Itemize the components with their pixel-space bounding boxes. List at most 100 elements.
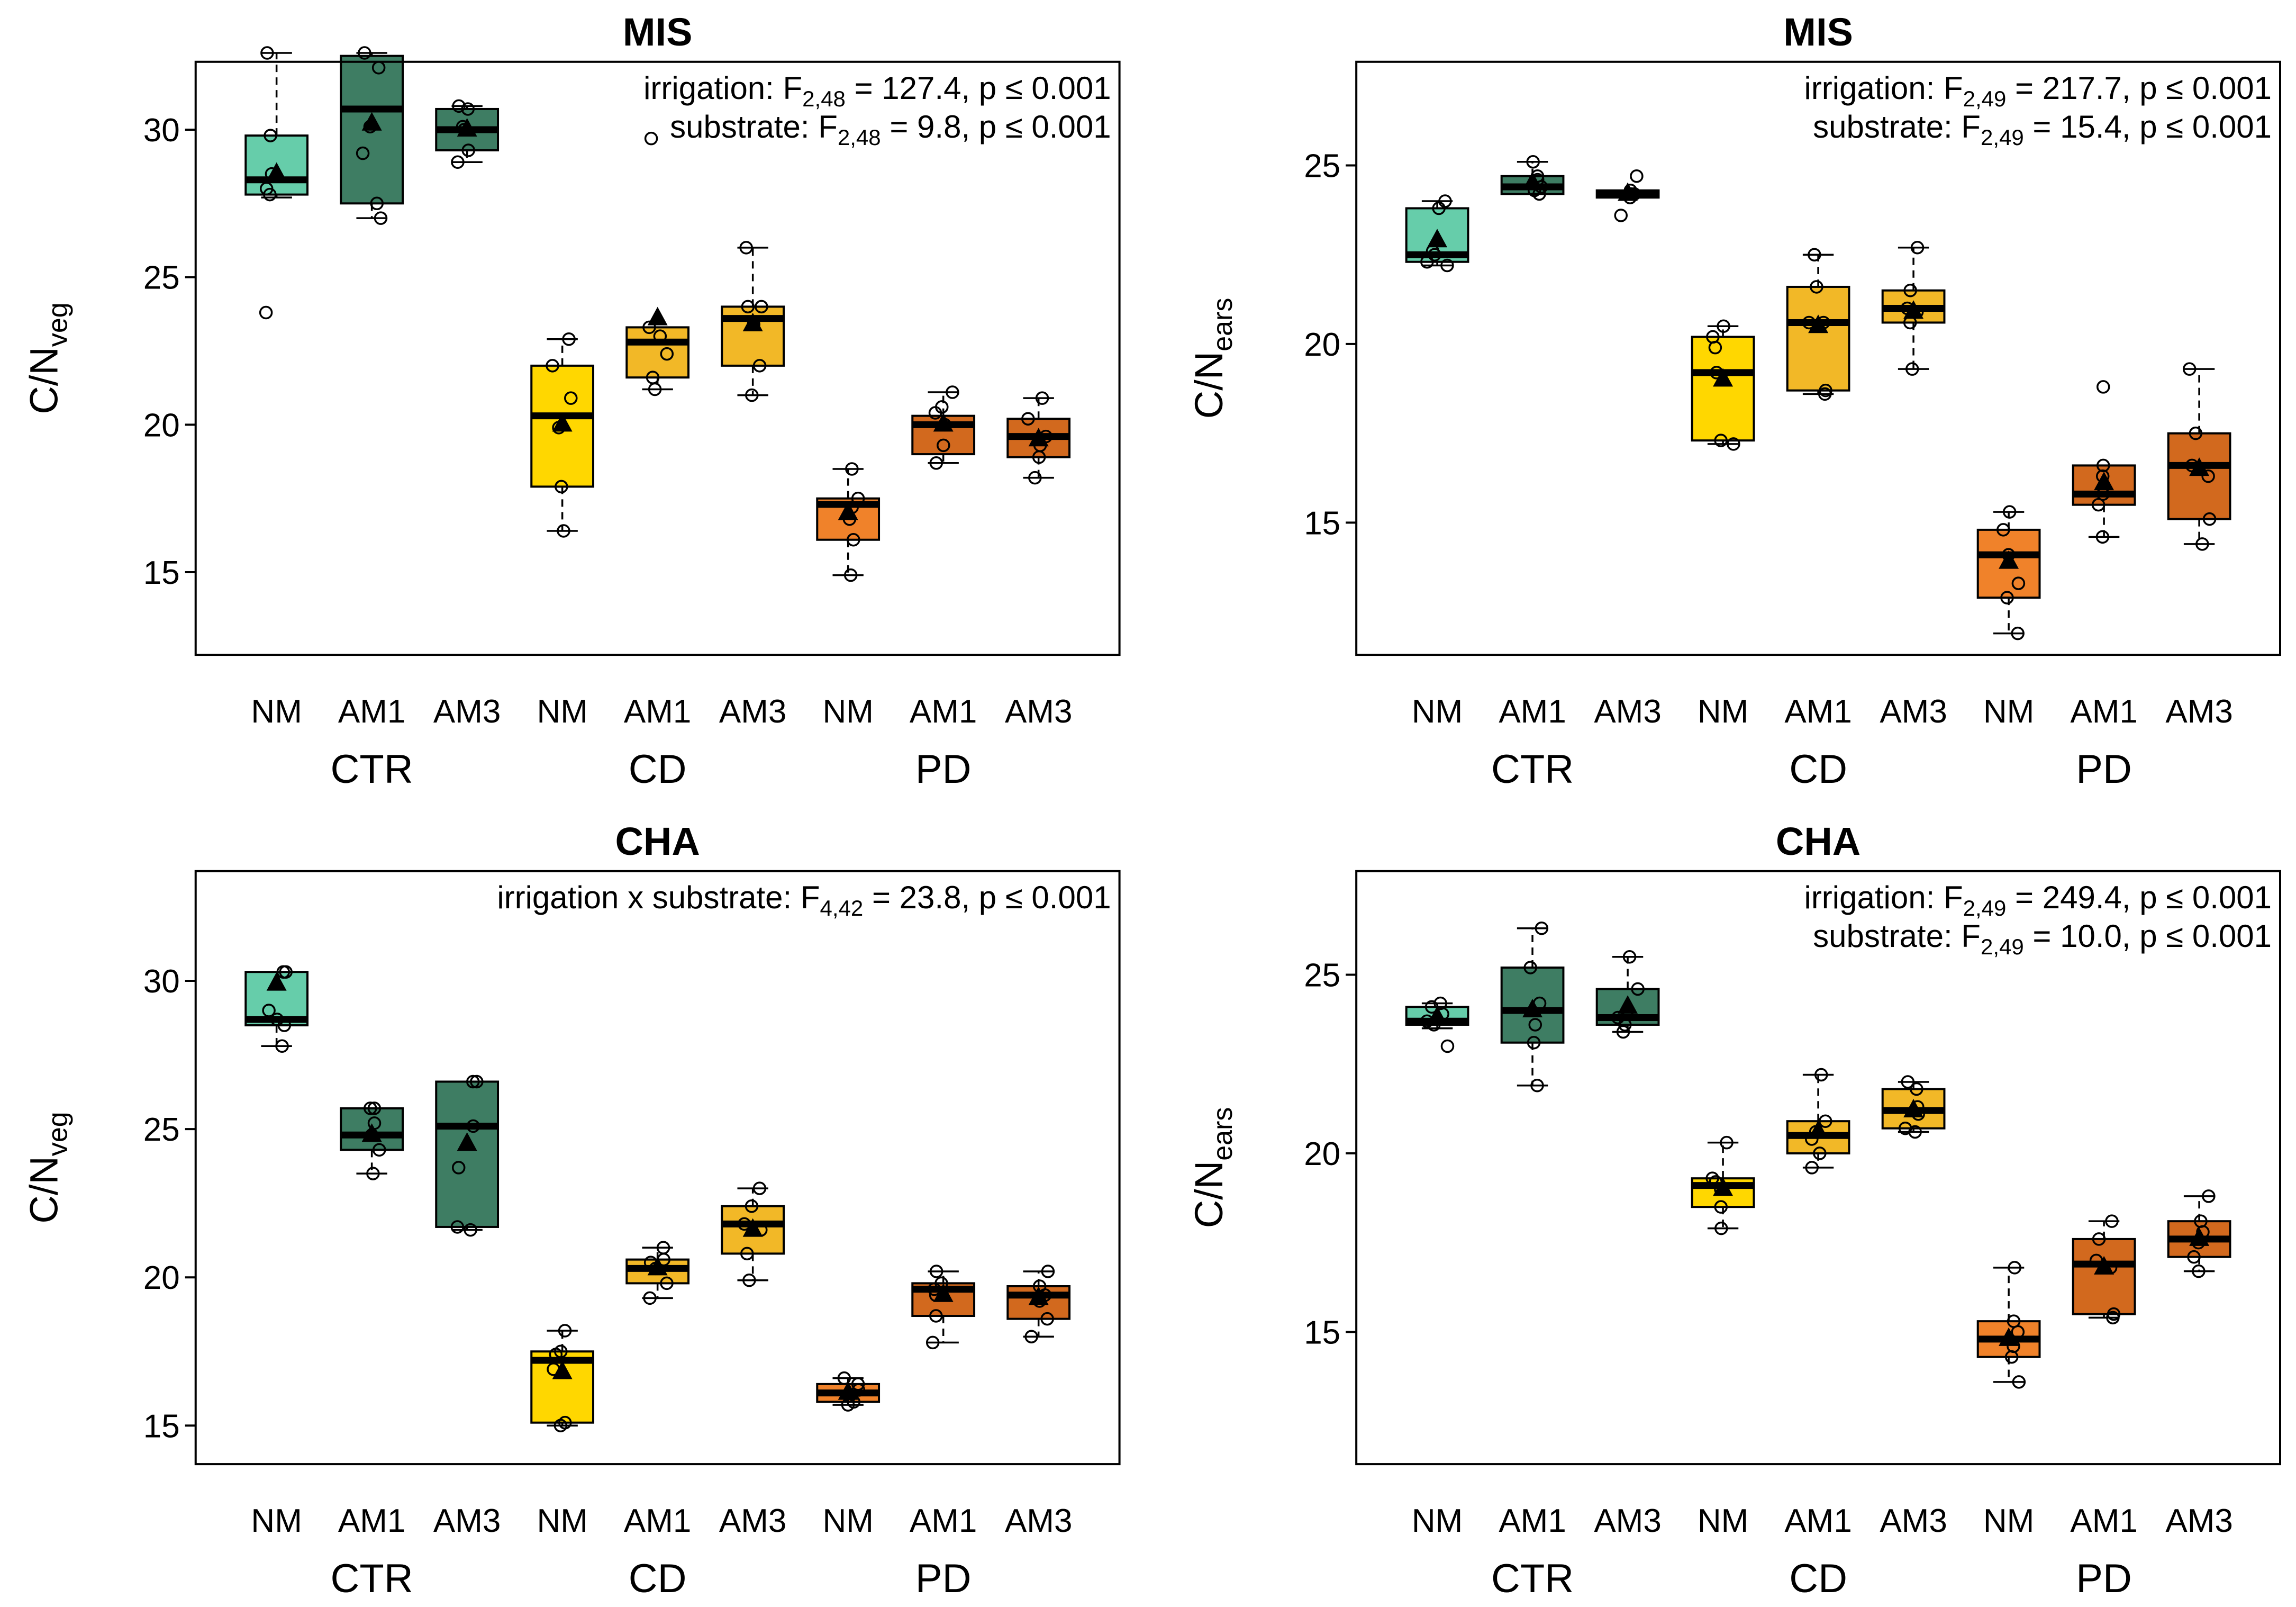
box-iqr xyxy=(2072,1238,2136,1315)
data-point xyxy=(452,99,466,113)
x-tick-label: AM3 xyxy=(2165,1503,2233,1539)
plot-frame xyxy=(1355,870,2281,1466)
group-label: CD xyxy=(629,1556,687,1601)
data-point xyxy=(1028,471,1042,485)
box-iqr xyxy=(435,1080,500,1228)
stat-line: substrate: F2,48 = 9.8, p ≤ 0.001 xyxy=(670,109,1111,150)
y-tick-label: 20 xyxy=(1304,1136,1340,1172)
y-tick-label: 15 xyxy=(1304,1314,1340,1351)
data-point xyxy=(1440,258,1454,273)
data-point xyxy=(843,568,858,582)
stat-subscript: 2,48 xyxy=(838,125,881,150)
data-point xyxy=(1717,319,1730,333)
box-2 xyxy=(340,46,404,225)
stat-pre: irrigation: F xyxy=(643,70,802,106)
box-2 xyxy=(1500,921,1565,1093)
data-point xyxy=(1814,1068,1828,1082)
data-point xyxy=(1528,1018,1542,1032)
x-tick-label: NM xyxy=(1698,693,1748,730)
data-point xyxy=(946,385,959,399)
data-point xyxy=(851,491,865,505)
x-tick-label: AM3 xyxy=(433,693,501,730)
box-8 xyxy=(911,385,976,470)
data-point xyxy=(1905,362,1919,376)
box-2 xyxy=(340,1102,404,1180)
panel-2: MIS C/Nears 15 20 25 NM AM1 AM3 NM AM1 AM3 NM AM1 AM3… xyxy=(1187,10,2281,792)
plot-frame xyxy=(194,60,1121,656)
data-point xyxy=(2105,1214,2119,1228)
data-point xyxy=(1714,1200,1728,1214)
stat-pre: irrigation x substrate: F xyxy=(497,880,820,915)
data-point xyxy=(374,211,388,225)
x-tick-label: AM1 xyxy=(338,693,405,730)
data-point xyxy=(2011,626,2025,640)
x-tick-label: AM1 xyxy=(910,693,977,730)
x-tick-label: AM1 xyxy=(338,1503,405,1539)
data-point xyxy=(2202,512,2217,526)
mean-marker xyxy=(1808,1120,1829,1139)
data-point xyxy=(739,241,753,255)
data-point xyxy=(451,155,465,169)
group-label: CD xyxy=(629,747,687,792)
x-tick-label: NM xyxy=(537,1503,587,1539)
box-iqr xyxy=(1786,285,1850,392)
y-tick-label: 25 xyxy=(143,1112,180,1148)
box-5 xyxy=(625,131,690,396)
y-axis-label-main: C/N xyxy=(22,347,66,414)
data-point xyxy=(1438,194,1452,208)
mean-marker xyxy=(1999,1327,2019,1346)
x-tick-label: NM xyxy=(822,1503,873,1539)
data-point xyxy=(642,320,656,335)
data-point xyxy=(1996,523,2010,537)
stat-pre: substrate: F xyxy=(670,109,838,145)
data-point xyxy=(1813,1146,1827,1160)
data-point xyxy=(2011,576,2026,590)
data-point xyxy=(1040,1312,1054,1326)
mean-marker xyxy=(1028,428,1049,447)
group-label: PD xyxy=(915,1556,972,1601)
box-5 xyxy=(625,1241,690,1305)
mean-marker xyxy=(2094,472,2115,491)
stat-pre: irrigation: F xyxy=(1804,880,1963,915)
x-tick-label: AM3 xyxy=(1880,1503,1947,1539)
stat-subscript: 2,49 xyxy=(1981,125,2024,150)
group-label: CD xyxy=(1789,1556,1847,1601)
data-point xyxy=(1611,1010,1625,1025)
data-point xyxy=(741,300,755,314)
box-4 xyxy=(1691,1135,1755,1235)
data-point xyxy=(752,359,767,373)
data-point xyxy=(451,1161,466,1175)
x-tick-label: AM1 xyxy=(2070,1503,2137,1539)
y-axis-label-subscript: ears xyxy=(1208,1107,1238,1161)
data-point xyxy=(466,1075,480,1089)
data-point xyxy=(851,1377,865,1391)
panel-title: MIS xyxy=(1783,10,1853,54)
data-point xyxy=(275,1039,289,1053)
box-6 xyxy=(1881,240,1946,376)
stat-post: = 23.8, p ≤ 0.001 xyxy=(863,880,1111,915)
x-tick-label: NM xyxy=(1412,1503,1463,1539)
x-tick-label: AM3 xyxy=(719,693,786,730)
box-6 xyxy=(1881,1075,1946,1139)
data-point xyxy=(1024,1330,1038,1343)
data-point xyxy=(557,524,570,538)
box-2 xyxy=(1500,155,1565,201)
mean-marker xyxy=(1618,182,1638,201)
data-point xyxy=(656,1241,670,1254)
x-tick-label: AM1 xyxy=(624,1503,691,1539)
data-point xyxy=(558,1324,572,1338)
box-9 xyxy=(1006,391,1071,485)
x-tick-label: NM xyxy=(822,693,873,730)
box-8 xyxy=(2072,1214,2136,1325)
data-point xyxy=(1898,1121,1912,1135)
mean-marker xyxy=(361,1123,382,1142)
x-tick-label: AM3 xyxy=(1594,1503,1661,1539)
mean-marker xyxy=(742,1218,763,1237)
y-axis-label-main: C/N xyxy=(1187,1161,1231,1228)
panel-title: CHA xyxy=(615,819,700,863)
mean-marker xyxy=(1999,550,2019,569)
data-point xyxy=(847,532,860,547)
data-point xyxy=(2192,1264,2206,1278)
data-point xyxy=(1420,255,1434,269)
stat-pre: substrate: F xyxy=(1813,918,1981,954)
